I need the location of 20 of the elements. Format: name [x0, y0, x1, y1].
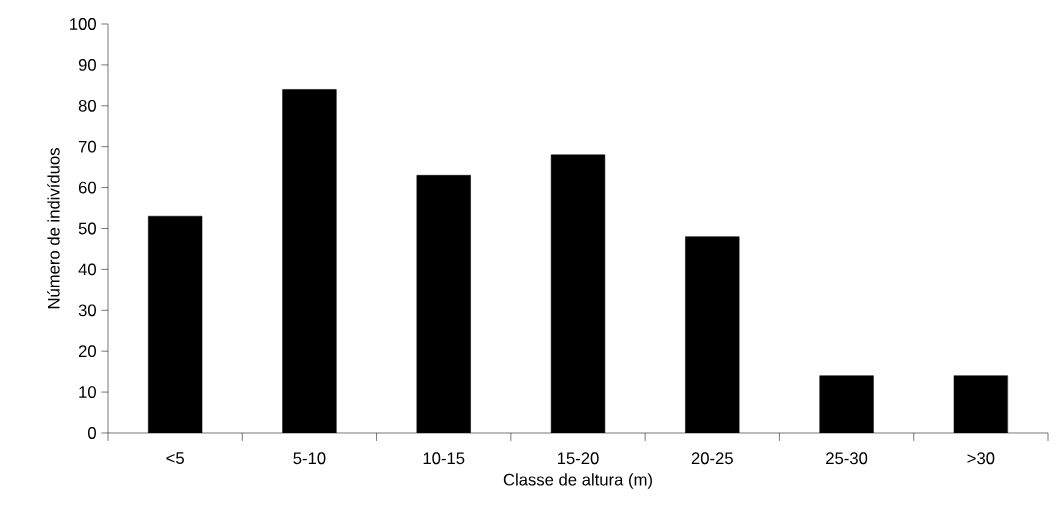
- x-tick-label: 15-20: [557, 452, 599, 465]
- x-tick-label: 20-25: [691, 452, 733, 465]
- y-tick-label: 80: [78, 99, 96, 112]
- x-tick-label: 25-30: [826, 452, 868, 465]
- y-tick-label: 60: [78, 181, 96, 194]
- x-tick-label: <5: [166, 452, 184, 464]
- y-tick-label: 40: [78, 263, 96, 276]
- x-tick-label: 10-15: [423, 452, 465, 465]
- y-tick-label: 10: [79, 386, 96, 398]
- y-tick-label: 100: [70, 18, 96, 30]
- x-tick-label: >30: [967, 452, 995, 465]
- y-tick-label: 50: [78, 222, 96, 235]
- x-axis-title: Classe de altura (m): [503, 473, 652, 489]
- y-tick-label: 70: [78, 140, 96, 153]
- x-tick-label: 5-10: [293, 452, 326, 465]
- y-tick-label: 90: [78, 59, 96, 71]
- y-tick-label: 0: [88, 427, 96, 439]
- y-tick-label: 20: [78, 345, 96, 358]
- y-axis-title: Número de indivíduos: [47, 148, 60, 309]
- y-tick-label: 30: [78, 304, 96, 317]
